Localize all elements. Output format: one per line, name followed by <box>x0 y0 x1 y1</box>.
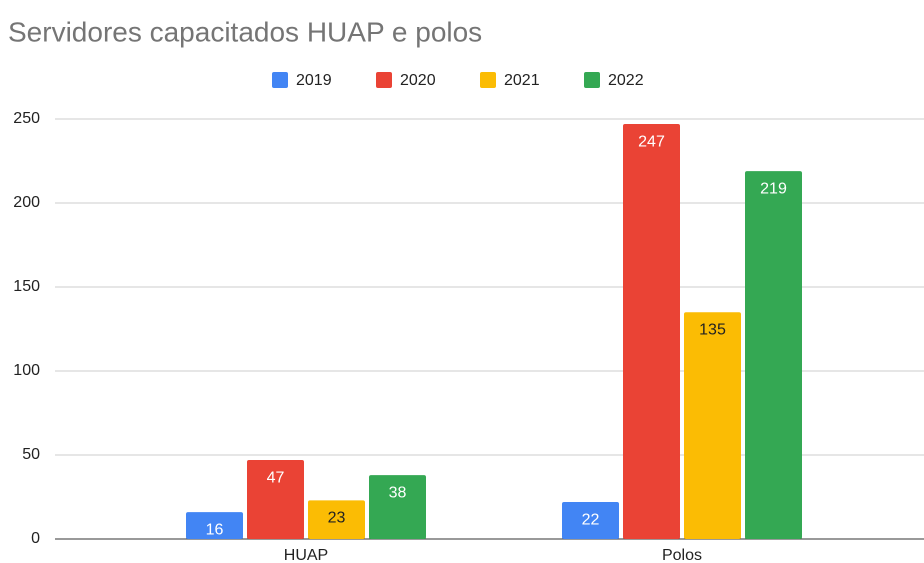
data-label: 47 <box>267 469 285 486</box>
data-label: 247 <box>638 133 665 150</box>
legend-swatch <box>376 72 392 88</box>
bar <box>562 502 619 539</box>
bar <box>308 500 365 539</box>
bar <box>745 171 802 539</box>
legend-label: 2019 <box>296 72 332 89</box>
y-tick-label: 250 <box>13 110 40 127</box>
legend-label: 2020 <box>400 72 436 89</box>
data-label: 219 <box>760 180 787 197</box>
data-label: 23 <box>328 510 346 527</box>
bar <box>684 312 741 539</box>
chart-title: Servidores capacitados HUAP e polos <box>8 16 482 47</box>
legend-swatch <box>480 72 496 88</box>
y-tick-label: 100 <box>13 362 40 379</box>
bar <box>247 460 304 539</box>
x-tick-label: Polos <box>662 547 702 563</box>
data-label: 16 <box>206 521 224 538</box>
data-label: 22 <box>582 511 600 528</box>
bar <box>623 124 680 539</box>
data-label: 38 <box>389 484 407 501</box>
bar <box>186 512 243 539</box>
y-tick-label: 0 <box>31 530 40 547</box>
legend-label: 2022 <box>608 72 644 89</box>
legend-label: 2021 <box>504 72 540 89</box>
data-label: 135 <box>699 321 726 338</box>
legend-swatch <box>584 72 600 88</box>
legend-swatch <box>272 72 288 88</box>
y-tick-label: 50 <box>22 446 40 463</box>
x-tick-label: HUAP <box>284 547 328 563</box>
y-tick-label: 150 <box>13 278 40 295</box>
bar <box>369 475 426 539</box>
y-tick-label: 200 <box>13 194 40 211</box>
